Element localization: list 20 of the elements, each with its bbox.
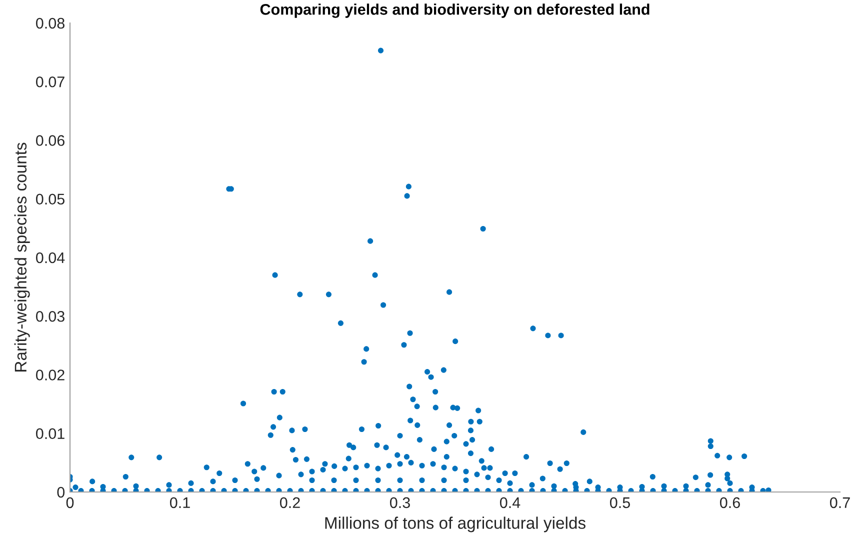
y-tick-label: 0.07 [36, 76, 64, 88]
x-tick-label: 0 [66, 497, 74, 508]
y-tick-label: 0.05 [36, 194, 64, 205]
y-tick-label: 0.01 [36, 428, 64, 440]
y-tick-label: 0.04 [36, 252, 65, 264]
x-tick-label: 0.7 [830, 497, 850, 508]
y-tick-label: 0.08 [36, 18, 64, 29]
y-tick-label: 0.02 [36, 370, 64, 380]
y-axis-title: Rarity-weighted species counts [14, 142, 30, 372]
x-tick-label: 0.5 [610, 497, 630, 508]
x-tick-label: 0.4 [500, 497, 520, 508]
x-tick-label: 0.6 [720, 497, 740, 508]
x-tick-label: 0.3 [390, 497, 410, 508]
x-axis-title: Millions of tons of agricultural yields [325, 516, 586, 532]
y-tick-label: 0.03 [36, 310, 64, 322]
x-tick-label: 0.1 [170, 497, 190, 508]
chart-title: Comparing yields and biodiversity on deforested land [260, 4, 650, 18]
y-tick-label: 0 [57, 486, 65, 498]
y-tick-label: 0.06 [36, 135, 64, 146]
x-tick-label: 0.2 [280, 497, 300, 508]
